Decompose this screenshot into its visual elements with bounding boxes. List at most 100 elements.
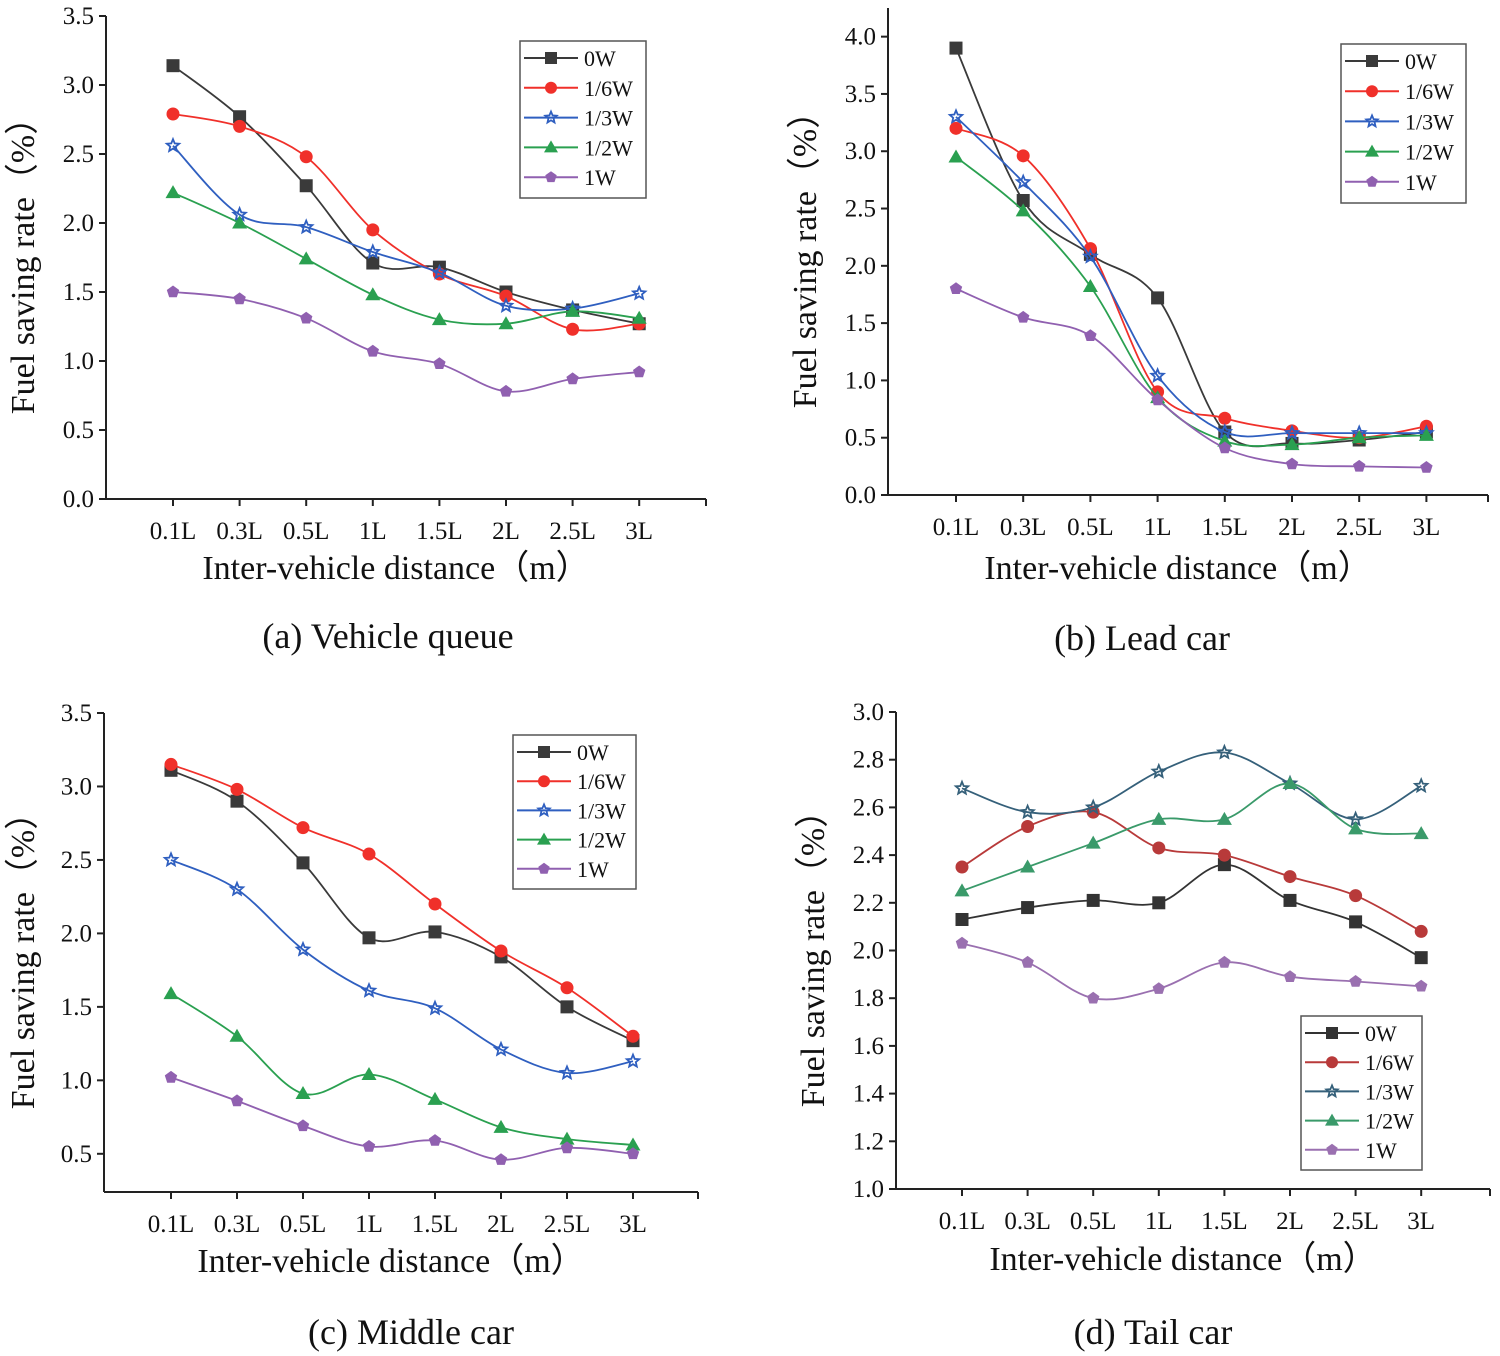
marker-star xyxy=(1014,173,1032,190)
marker-triangle xyxy=(625,1137,641,1151)
marker-pentagon xyxy=(955,936,969,949)
y-tick-label: 3.0 xyxy=(853,699,884,726)
x-tick-label: 0.1L xyxy=(933,514,980,541)
x-tick-label: 1L xyxy=(1144,514,1172,541)
legend-label: 1W xyxy=(577,857,609,882)
marker-circle xyxy=(164,757,178,771)
series-line xyxy=(172,191,640,326)
y-tick-label: 2.5 xyxy=(845,196,876,223)
marker-star xyxy=(297,218,315,235)
series-line xyxy=(955,116,1427,438)
marker-star xyxy=(1150,762,1168,779)
marker-star xyxy=(162,851,180,868)
series-line xyxy=(172,291,640,393)
x-tick-label: 2L xyxy=(492,518,520,545)
marker-pentagon xyxy=(1084,329,1097,341)
y-tick-label: 4.0 xyxy=(845,24,876,51)
marker-star xyxy=(543,109,559,125)
legend-label: 1/6W xyxy=(1405,79,1454,104)
legend-label: 1/6W xyxy=(577,769,626,794)
x-tick-label: 0.3L xyxy=(1000,514,1047,541)
marker-star xyxy=(1084,798,1102,815)
marker-square xyxy=(1152,896,1166,910)
x-tick-label: 0.1L xyxy=(148,1211,195,1238)
marker-circle xyxy=(545,81,557,94)
marker-star xyxy=(624,1052,642,1069)
marker-square xyxy=(1414,951,1428,965)
series-1/6W xyxy=(164,757,640,1043)
chart-panel: 0.0 0.5 1.0 1.5 2.0 2.5 3.0 3.5 4.0 0.1L 0.3L 0.5L 1… xyxy=(786,8,1489,658)
marker-triangle xyxy=(1217,433,1233,447)
y-tick-label: 2.0 xyxy=(63,210,94,237)
marker-square xyxy=(362,931,376,945)
series-1/3W xyxy=(953,743,1430,827)
marker-pentagon xyxy=(233,292,246,305)
series-1/2W xyxy=(954,776,1429,897)
x-axis-label: Inter-vehicle distance（m） xyxy=(202,549,589,587)
marker-circle xyxy=(296,821,310,835)
marker-triangle xyxy=(493,1119,509,1133)
y-tick-label: 2.0 xyxy=(61,920,92,947)
x-tick-label: 0.1L xyxy=(150,518,197,545)
y-tick-label: 3.0 xyxy=(61,773,92,800)
marker-circle xyxy=(166,107,180,121)
marker-circle xyxy=(362,847,376,861)
legend: 0W 1/6W 1/3W 1/2W 1W xyxy=(1300,1015,1423,1171)
x-tick-label: 0.5L xyxy=(283,518,330,545)
marker-triangle xyxy=(1282,776,1298,790)
marker-triangle xyxy=(498,316,514,330)
marker-star xyxy=(1364,113,1380,129)
marker-star xyxy=(947,108,965,124)
series-line xyxy=(172,113,640,332)
marker-square xyxy=(166,59,180,73)
y-tick-label: 0.0 xyxy=(845,482,876,509)
x-tick-label: 2L xyxy=(1278,514,1306,541)
y-tick-label: 3.5 xyxy=(845,81,876,108)
series-1W xyxy=(949,282,1433,473)
marker-star xyxy=(1324,1083,1340,1099)
marker-triangle xyxy=(631,310,647,324)
y-tick-label: 0.5 xyxy=(61,1141,92,1168)
chart-panel: 0.5 1.0 1.5 2.0 2.5 3.0 3.5 0.1L 0.3L 0.5L 1L 1.5L 2… xyxy=(4,700,699,1352)
series-line xyxy=(170,1076,634,1161)
y-tick-label: 1.8 xyxy=(853,985,884,1012)
x-tick-label: 1.5L xyxy=(1201,1208,1248,1235)
legend-label: 0W xyxy=(577,740,609,765)
marker-triangle xyxy=(1351,430,1367,444)
marker-square xyxy=(955,912,969,926)
marker-pentagon xyxy=(300,311,313,324)
marker-pentagon xyxy=(428,1134,442,1146)
x-axis-label: Inter-vehicle distance（m） xyxy=(984,549,1371,587)
series-1W xyxy=(164,1070,640,1165)
marker-square xyxy=(949,41,963,55)
marker-star xyxy=(492,1040,510,1057)
chart-caption: (b) Lead car xyxy=(1054,618,1230,658)
legend-label: 1/6W xyxy=(1365,1050,1414,1075)
x-tick-label: 2L xyxy=(487,1211,515,1238)
y-axis-label: Fuel saving rate（%） xyxy=(786,95,824,409)
marker-circle xyxy=(1366,85,1378,98)
marker-pentagon xyxy=(1151,393,1164,406)
marker-circle xyxy=(1016,149,1030,163)
marker-pentagon xyxy=(166,285,180,298)
marker-square xyxy=(299,179,313,193)
legend: 0W 1/6W 1/3W 1/2W 1W xyxy=(1340,43,1467,204)
legend-label: 1/3W xyxy=(577,798,626,823)
marker-circle xyxy=(560,981,574,995)
legend-label: 0W xyxy=(1405,49,1437,74)
marker-triangle xyxy=(229,1028,245,1042)
marker-triangle xyxy=(232,215,248,229)
marker-circle xyxy=(428,897,442,911)
legend-label: 0W xyxy=(584,46,616,71)
series-1/6W xyxy=(955,805,1428,938)
marker-star xyxy=(1149,366,1167,383)
y-tick-label: 2.8 xyxy=(853,747,884,774)
y-tick-label: 1.0 xyxy=(853,1176,884,1203)
marker-triangle xyxy=(544,140,558,153)
marker-triangle xyxy=(1365,144,1379,157)
marker-pentagon xyxy=(164,1070,178,1083)
legend-label: 1/2W xyxy=(1365,1109,1414,1134)
marker-triangle xyxy=(298,251,314,265)
marker-pentagon xyxy=(433,357,446,369)
marker-triangle xyxy=(365,287,381,301)
